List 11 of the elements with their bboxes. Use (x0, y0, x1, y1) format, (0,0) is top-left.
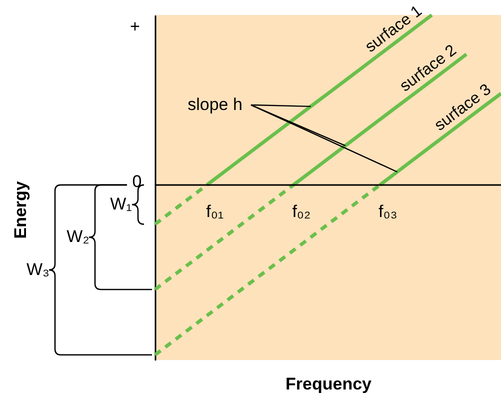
annotation: f₀₃ (378, 202, 398, 221)
annotation: slope h (188, 94, 242, 114)
text: 0 (132, 172, 142, 191)
x-axis-title: Frequency (286, 374, 372, 394)
text: W₂ (66, 227, 90, 246)
text: W₃ (26, 260, 50, 279)
text: + (130, 17, 140, 36)
annotation: f₀₂ (292, 202, 311, 221)
annotation: f₀₁ (206, 202, 224, 221)
text: Energy (11, 180, 30, 239)
text: W₁ (110, 194, 132, 214)
